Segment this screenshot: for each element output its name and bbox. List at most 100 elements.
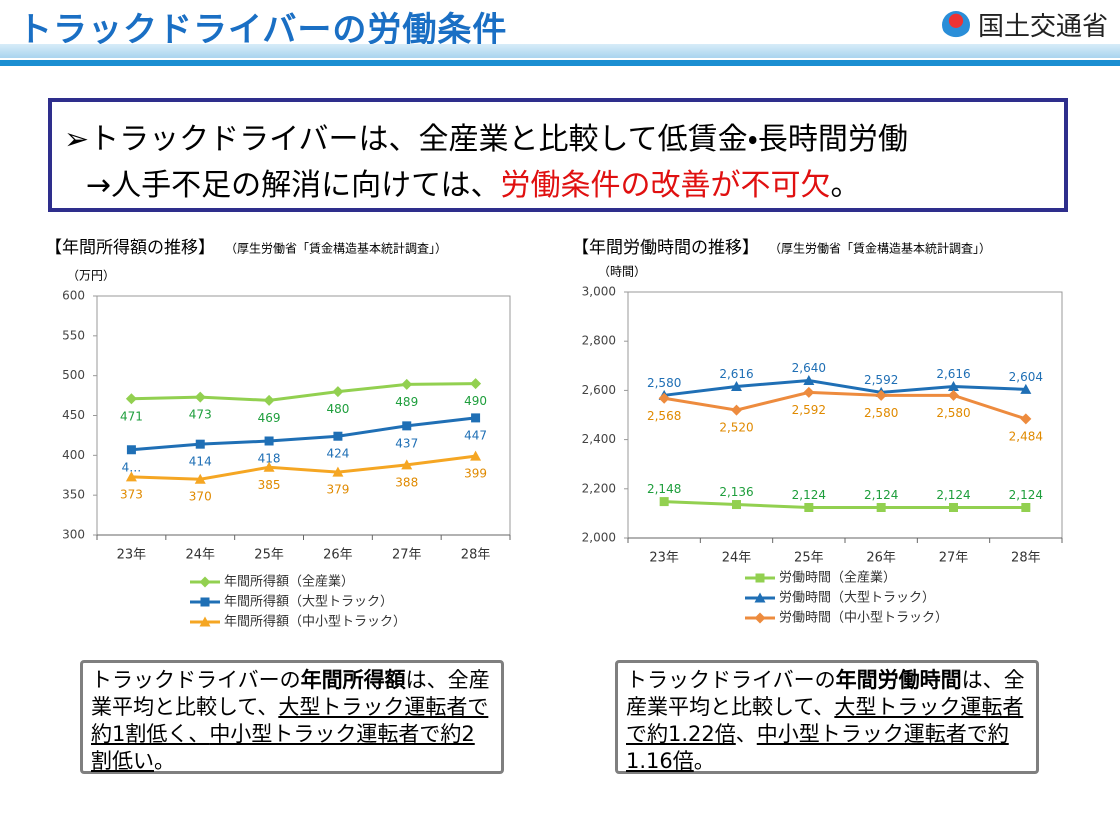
data-label: 2,124 xyxy=(864,488,898,502)
data-label: 2,148 xyxy=(647,482,681,496)
data-label: 2,520 xyxy=(719,421,753,435)
y-axis-label: （時間） xyxy=(598,265,646,279)
note-text: は、全産業平均と比較して、 xyxy=(91,668,490,719)
marker xyxy=(1020,413,1032,425)
legend-label: 年間所得額（全産業） xyxy=(224,574,354,590)
header-stripe xyxy=(0,44,1120,58)
chart-title: 【年間所得額の推移】 xyxy=(45,238,215,258)
marker xyxy=(263,394,275,406)
y-tick-label: 350 xyxy=(62,488,85,502)
note-text: 中小型トラック運転者で約2割低い xyxy=(91,722,475,773)
data-label: 399 xyxy=(464,467,487,481)
marker xyxy=(332,466,344,477)
marker xyxy=(731,404,742,416)
y-tick-label: 450 xyxy=(62,408,85,422)
series-line xyxy=(131,416,476,452)
marker xyxy=(804,502,814,512)
data-label: 414 xyxy=(189,455,212,469)
marker xyxy=(194,473,206,484)
data-label: 424 xyxy=(326,447,349,461)
marker xyxy=(875,389,887,401)
marker xyxy=(876,502,886,512)
data-label: 2,580 xyxy=(647,376,681,390)
y-tick-label: 500 xyxy=(62,368,85,382)
bullet: ➢ xyxy=(64,122,90,157)
marker xyxy=(200,597,210,607)
note-text: 大型トラック運転者で約1割低く、 xyxy=(91,695,489,746)
x-tick-label: 25年 xyxy=(794,551,824,566)
y-tick-label: 2,400 xyxy=(582,432,616,446)
marker xyxy=(754,612,766,624)
note-text: 。 xyxy=(154,749,175,773)
note-text: は、全産業平均と比較して、 xyxy=(626,668,1025,719)
x-tick-label: 25年 xyxy=(254,548,284,563)
x-tick-label: 23年 xyxy=(117,548,147,563)
data-label: 2,592 xyxy=(792,403,826,417)
series-line xyxy=(663,379,1026,397)
marker xyxy=(1021,502,1031,512)
data-label: 447 xyxy=(464,428,487,442)
note-box: トラックドライバーの年間労働時間は、全産業平均と比較して、大型トラック運転者で約… xyxy=(615,660,1039,774)
marker xyxy=(195,439,205,449)
series-line xyxy=(131,382,476,402)
marker xyxy=(470,450,482,461)
x-tick-label: 24年 xyxy=(185,548,215,563)
chart-source: （厚生労働省「賃金構造基本統計調査」） xyxy=(225,241,447,256)
note-text: 中小型トラック運転者で約1.16倍 xyxy=(626,722,1009,773)
marker xyxy=(948,389,959,401)
note-text: トラックドライバーの xyxy=(91,668,301,692)
data-label: 418 xyxy=(258,451,281,465)
data-label: 489 xyxy=(395,395,418,409)
note-text: 。 xyxy=(693,749,715,773)
y-tick-label: 600 xyxy=(62,289,85,303)
marker xyxy=(194,391,206,403)
marker xyxy=(1020,383,1032,394)
legend-label: 年間所得額（大型トラック） xyxy=(224,594,393,610)
data-label: 437 xyxy=(395,436,418,450)
data-label: 2,568 xyxy=(647,409,681,423)
y-tick-label: 2,800 xyxy=(582,334,616,348)
y-tick-label: 300 xyxy=(62,528,85,542)
note-box: トラックドライバーの年間所得額は、全産業平均と比較して、大型トラック運転者で約1… xyxy=(80,660,504,774)
chart-source: （厚生労働省「賃金構造基本統計調査」） xyxy=(769,241,991,256)
x-tick-label: 24年 xyxy=(722,551,752,566)
series-line xyxy=(663,390,1027,421)
marker xyxy=(402,421,412,431)
marker xyxy=(731,380,742,391)
summary-box: ➢トラックドライバーは、全産業と比較して低賃金・長時間労働 →人手不足の解消に向… xyxy=(48,98,1068,212)
series-line xyxy=(664,500,1026,509)
page-title: トラックドライバーの労働条件 xyxy=(18,10,508,50)
logo: 国土交通省 xyxy=(941,6,1108,43)
data-label: 2,604 xyxy=(1009,370,1043,384)
y-tick-label: 2,000 xyxy=(582,531,616,545)
data-label: 2,580 xyxy=(936,406,970,420)
marker xyxy=(949,502,958,512)
data-label: 2,124 xyxy=(936,488,970,502)
marker xyxy=(471,413,481,423)
marker xyxy=(264,436,274,446)
summary-highlight: 労働条件の改善が不可欠 xyxy=(500,168,831,203)
logo-text: 国土交通省 xyxy=(977,12,1108,42)
note-text: 年間所得額 xyxy=(300,668,406,692)
marker xyxy=(332,386,344,398)
data-label: 370 xyxy=(189,490,212,504)
y-tick-label: 2,200 xyxy=(582,481,616,495)
marker xyxy=(333,431,343,441)
data-label: 379 xyxy=(326,483,349,497)
y-tick-label: 3,000 xyxy=(582,285,616,299)
y-axis-label: （万円） xyxy=(67,269,115,283)
data-label: 2,616 xyxy=(719,367,753,381)
x-tick-label: 27年 xyxy=(392,548,422,563)
data-label: 2,136 xyxy=(719,485,753,499)
x-tick-label: 26年 xyxy=(866,551,896,566)
marker xyxy=(401,459,413,470)
chart-title: 【年間労働時間の推移】 xyxy=(572,238,759,258)
marker xyxy=(125,393,137,405)
summary-text: 。 xyxy=(830,168,861,203)
x-tick-label: 26年 xyxy=(323,548,353,563)
marker xyxy=(125,471,137,482)
data-label: 469 xyxy=(258,411,281,425)
x-tick-label: 23年 xyxy=(649,551,679,566)
y-tick-label: 400 xyxy=(62,448,85,462)
